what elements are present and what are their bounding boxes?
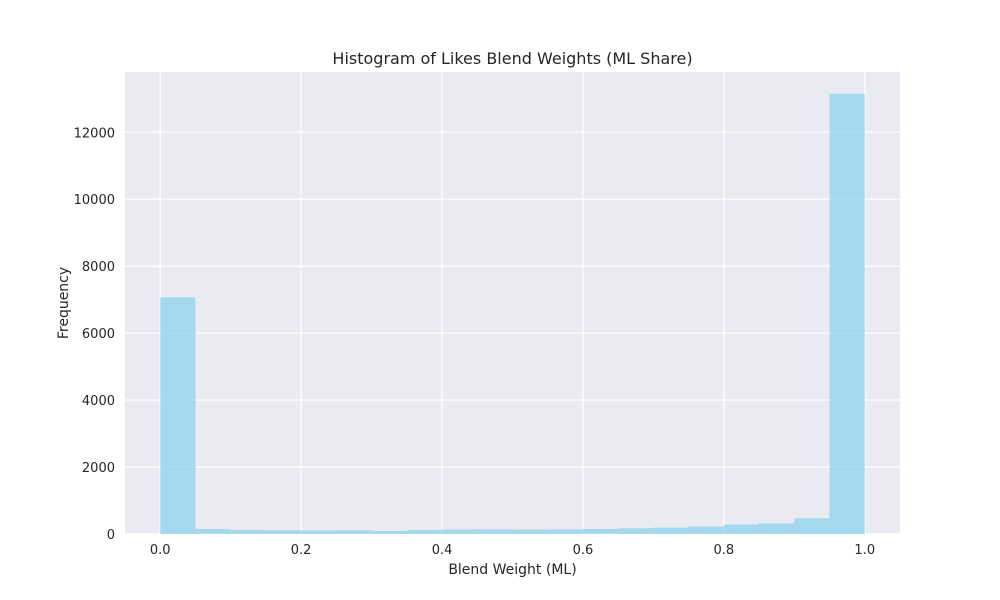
plot-area [125,72,900,534]
histogram-bar [160,297,196,534]
y-axis-ticks: 0 2000 4000 6000 8000 10000 12000 [74,126,115,543]
x-axis-ticks: 0.0 0.2 0.4 0.6 0.8 1.0 [150,543,875,558]
y-tick-label: 12000 [74,126,115,141]
y-tick-label: 10000 [74,193,115,208]
histogram-bar [829,93,865,535]
histogram-bar [618,528,654,534]
histogram-bar [371,530,407,534]
x-tick-label: 0.6 [573,543,594,558]
x-tick-label: 1.0 [854,543,875,558]
histogram-bar [265,530,302,534]
x-axis-label: Blend Weight (ML) [448,562,576,578]
x-tick-label: 0.0 [150,543,171,558]
x-tick-label: 0.4 [432,543,453,558]
y-tick-label: 2000 [82,461,115,476]
histogram-bar [582,528,619,534]
y-tick-label: 6000 [82,327,115,342]
y-tick-label: 4000 [82,394,115,409]
histogram-bar [512,529,548,534]
histogram-bar [759,523,795,534]
histogram-bar [653,527,689,534]
x-tick-label: 0.2 [291,543,312,558]
chart-title: Histogram of Likes Blend Weights (ML Sha… [332,49,692,68]
histogram-bar [688,526,724,534]
y-tick-label: 0 [107,528,115,543]
histogram-bar [195,528,231,534]
histogram-bars [160,93,865,535]
x-tick-label: 0.8 [714,543,735,558]
histogram-bar [442,529,478,534]
histogram-bar [547,529,583,534]
histogram-bar [794,518,830,534]
histogram-bar [230,529,266,534]
histogram-bar [406,530,443,534]
histogram-bar [477,529,513,534]
histogram-bar [723,524,760,534]
histogram-bar [301,530,337,534]
histogram-bar [336,530,372,534]
y-axis-label: Frequency [56,267,72,339]
y-tick-label: 8000 [82,260,115,275]
